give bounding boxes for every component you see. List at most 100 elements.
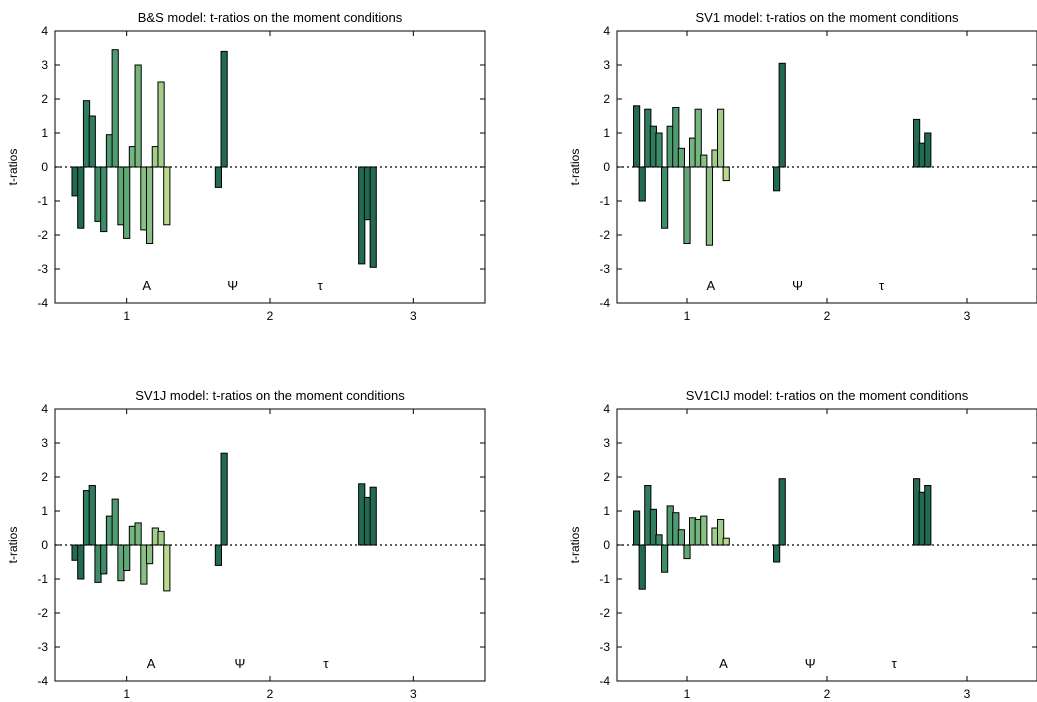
bar-psi [773,544,781,563]
bar-psi [220,452,228,546]
bar-a [140,544,148,585]
y-tick-label: 4 [603,402,610,416]
bar-a [100,544,108,575]
bar-a [163,166,171,226]
x-tick-label: 2 [267,687,274,701]
bar-psi [214,166,223,188]
y-tick-label: 1 [603,504,610,518]
x-tick-label: 1 [684,687,691,701]
bar-a [77,544,85,580]
y-tick-label: 4 [603,24,610,38]
group-label: τ [879,278,885,293]
chart-title: SV1 model: t-ratios on the moment condit… [695,10,959,25]
group-label: Ψ [234,656,245,671]
bar-psi [778,478,786,546]
x-tick-label: 3 [410,309,417,323]
bar-a [123,166,131,239]
chart-title: SV1J model: t-ratios on the moment condi… [135,388,405,403]
x-tick-label: 1 [123,687,130,701]
bar-a [134,64,142,168]
y-tick-label: -4 [37,674,48,688]
bar-a [683,544,691,560]
bar-a [88,485,96,546]
y-tick-label: 0 [603,160,610,174]
bar-psi [778,62,786,168]
y-tick-label: -3 [599,640,610,654]
bar-a [633,105,641,168]
bar-a [655,132,663,168]
bar-a [677,147,685,168]
y-tick-label: 3 [603,436,610,450]
y-tick-label: 1 [41,126,48,140]
bar-a [700,154,708,168]
x-tick-label: 2 [824,309,831,323]
chart-title: SV1CIJ model: t-ratios on the moment con… [686,388,969,403]
y-tick-label: 3 [41,58,48,72]
group-label: Ψ [792,278,803,293]
y-tick-label: 0 [603,538,610,552]
group-label: A [706,278,715,293]
group-label: Ψ [805,656,816,671]
bar-a [146,166,154,244]
bar-tau [369,166,377,268]
y-tick-label: -2 [599,606,610,620]
y-tick-label: -3 [37,262,48,276]
x-tick-label: 1 [123,309,130,323]
bar-tau [369,486,377,546]
chart-title: B&S model: t-ratios on the moment condit… [138,10,403,25]
bar-a [157,530,165,546]
y-tick-label: -3 [599,262,610,276]
y-tick-label: -1 [37,572,48,586]
bar-psi [214,544,223,566]
bar-a [100,166,108,233]
x-tick-label: 3 [964,687,971,701]
bar-a [661,544,669,573]
bar-a [111,498,119,546]
bar-a [683,166,691,244]
bar-a [722,537,730,546]
bar-a [705,166,713,246]
y-tick-label: -2 [37,606,48,620]
y-tick-label: -4 [599,674,610,688]
x-tick-label: 3 [964,309,971,323]
y-tick-label: 0 [41,160,48,174]
y-tick-label: 1 [603,126,610,140]
bar-a [134,522,142,546]
y-tick-label: 0 [41,538,48,552]
y-tick-label: 2 [603,92,610,106]
y-tick-label: 2 [41,470,48,484]
y-tick-label: 3 [41,436,48,450]
y-tick-label: 4 [41,24,48,38]
bar-a [123,544,131,571]
x-tick-label: 1 [684,309,691,323]
y-axis-label: t-ratios [568,527,582,564]
bar-psi [220,50,228,168]
bar-a [77,166,85,229]
group-label: τ [323,656,329,671]
bar-a [163,544,171,592]
group-label: τ [892,656,898,671]
bar-a [638,544,646,590]
chart-panel-sv1j: SV1J model: t-ratios on the moment condi… [6,388,486,701]
chart-panel-sv1cij: SV1CIJ model: t-ratios on the moment con… [568,388,1037,701]
bar-a [633,510,641,546]
chart-panel-sv1: SV1 model: t-ratios on the moment condit… [568,10,1037,323]
bar-a [677,529,685,546]
y-tick-label: -4 [37,296,48,310]
y-tick-label: -1 [37,194,48,208]
bar-psi [773,166,781,192]
x-tick-label: 2 [824,687,831,701]
y-tick-label: 2 [603,470,610,484]
bar-a [717,519,725,546]
y-axis-label: t-ratios [6,527,20,564]
y-tick-label: -3 [37,640,48,654]
x-tick-label: 2 [267,309,274,323]
bar-a [661,166,669,229]
group-label: Ψ [227,278,238,293]
group-label: A [147,656,156,671]
y-axis-label: t-ratios [6,149,20,186]
bar-a [655,534,663,546]
